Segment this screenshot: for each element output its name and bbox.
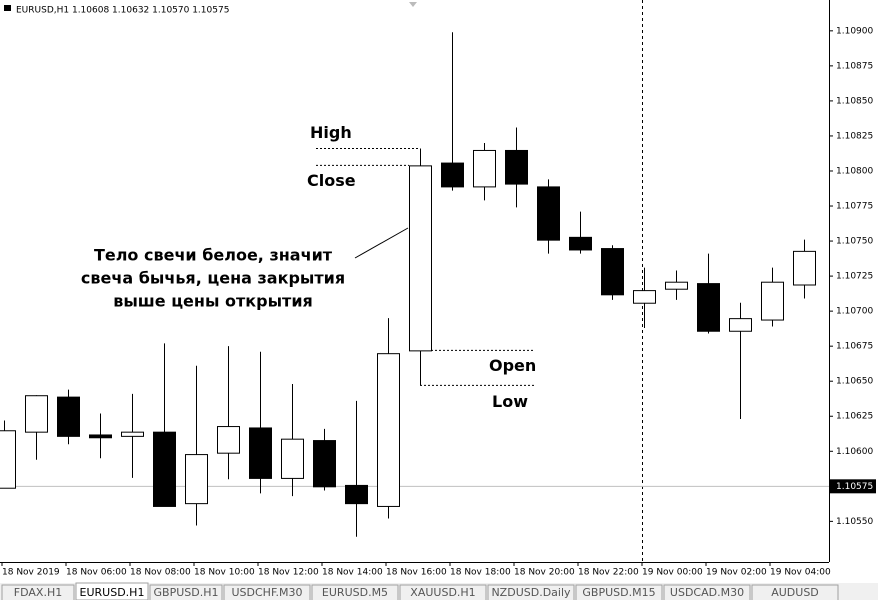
annotation-label: High — [310, 123, 352, 142]
candle-body — [473, 149, 496, 188]
candle-body — [569, 236, 592, 251]
tab-label: USDCAD.M30 — [670, 586, 744, 599]
candle-body — [89, 434, 112, 439]
x-tick-label: 18 Nov 06:00 — [66, 568, 127, 578]
y-tick-label: 1.10875 — [836, 61, 873, 71]
x-tick-label: 19 Nov 02:00 — [706, 568, 767, 578]
price-tag — [830, 479, 876, 494]
annotation-label: Low — [492, 392, 528, 411]
tabs: FDAX.H1 EURUSD.H1 GBPUSD.H1 USDCHF.M30 EURUS… — [1, 582, 839, 603]
candle-body — [217, 426, 240, 454]
candle-body — [345, 484, 368, 505]
y-tick-label: 1.10650 — [836, 377, 873, 387]
candle-body — [121, 431, 144, 437]
y-tick-label: 1.10700 — [836, 307, 873, 317]
tab-label: EURUSD.H1 — [80, 586, 145, 599]
candle-body — [441, 162, 464, 188]
candle-body — [377, 353, 400, 507]
y-tick-label: 1.10775 — [836, 202, 873, 212]
annotation-pointer — [354, 227, 409, 259]
candle-body — [249, 427, 272, 479]
annotation-note: свеча бычья, цена закрытия — [81, 269, 345, 288]
candle-body — [505, 149, 528, 185]
y-tick-label: 1.10850 — [836, 96, 873, 106]
candle-body — [633, 290, 656, 304]
x-tick-label: 18 Nov 18:00 — [450, 568, 511, 578]
tab-label: USDCHF.M30 — [231, 586, 302, 599]
price-tag-label: 1.10575 — [836, 482, 873, 492]
y-tick-label: 1.10750 — [836, 237, 873, 247]
shift-marker — [409, 2, 417, 7]
tab-label: GBPUSD.H1 — [154, 586, 219, 599]
candle-body — [697, 283, 720, 332]
candle-body — [25, 395, 48, 433]
x-tick-label: 19 Nov 00:00 — [642, 568, 703, 578]
candle-body — [665, 281, 688, 290]
tab-label: AUDUSD — [771, 586, 819, 599]
x-tick-label: 18 Nov 08:00 — [130, 568, 191, 578]
candle-body — [281, 438, 304, 479]
annotation-note: Тело свечи белое, значит — [94, 246, 333, 265]
y-tick-label: 1.10725 — [836, 272, 873, 282]
y-tick-label: 1.10800 — [836, 166, 873, 176]
x-tick-label: 18 Nov 2019 — [2, 568, 60, 578]
y-tick-label: 1.10675 — [836, 342, 873, 352]
x-tick-label: 18 Nov 14:00 — [322, 568, 383, 578]
x-tick-label: 18 Nov 20:00 — [514, 568, 575, 578]
tab-label: FDAX.H1 — [14, 586, 62, 599]
y-tick-label: 1.10900 — [836, 26, 873, 36]
candle-body — [729, 318, 752, 332]
x-tick-label: 18 Nov 22:00 — [578, 568, 639, 578]
annotation-label: Open — [489, 356, 536, 375]
candle-body — [601, 248, 624, 296]
x-tick-label: 19 Nov 04:00 — [770, 568, 831, 578]
candle-body — [0, 430, 16, 489]
candle-body — [537, 186, 560, 241]
y-tick-label: 1.10600 — [836, 447, 873, 457]
x-tick-label: 18 Nov 12:00 — [258, 568, 319, 578]
y-tick-label: 1.10625 — [836, 412, 873, 422]
tab-label: NZDUSD.Daily — [491, 586, 571, 599]
header-icon — [4, 5, 11, 11]
y-tick-label: 1.10550 — [836, 517, 873, 527]
tab-label: GBPUSD.M15 — [582, 586, 655, 599]
x-tick-label: 18 Nov 16:00 — [386, 568, 447, 578]
x-tick-label: 18 Nov 10:00 — [194, 568, 255, 578]
tab-label: EURUSD.M5 — [322, 586, 388, 599]
candle-body — [185, 454, 208, 505]
candle-body — [153, 431, 176, 507]
annotation-label: Close — [307, 171, 356, 190]
chart-title: EURUSD,H1 1.10608 1.10632 1.10570 1.1057… — [16, 6, 229, 16]
candle-body — [313, 440, 336, 488]
candle-body — [57, 396, 80, 437]
annotation-note: выше цены открытия — [113, 292, 313, 311]
y-tick-label: 1.10825 — [836, 131, 873, 141]
candle-body — [409, 165, 432, 352]
tab-label: XAUUSD.H1 — [410, 586, 475, 599]
candle-body — [761, 281, 784, 321]
candle-body — [793, 250, 816, 286]
